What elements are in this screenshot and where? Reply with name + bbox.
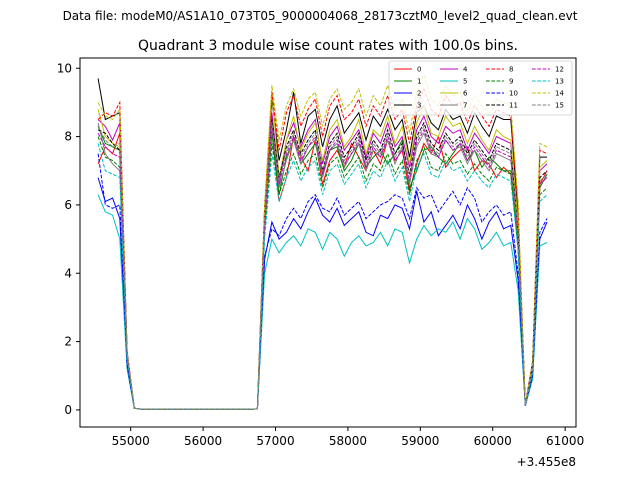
- series-line-15: [97, 122, 548, 410]
- series-layer: [97, 73, 548, 410]
- legend-label-11: 11: [509, 102, 518, 110]
- plot-frame: [79, 57, 577, 428]
- legend-label-12: 12: [555, 66, 564, 74]
- series-line-10: [97, 153, 548, 410]
- y-tick-label: 6: [64, 198, 72, 212]
- y-tick-label: 10: [57, 61, 72, 75]
- legend-label-4: 4: [463, 66, 468, 74]
- axis-layer: 55000 56000 57000 58000 59000 60000 61000 0 2 4 6 8…: [57, 61, 585, 448]
- legend-label-2: 2: [417, 90, 421, 98]
- series-line-7: [97, 122, 548, 410]
- y-tick-label: 2: [64, 335, 72, 349]
- legend-label-10: 10: [509, 90, 518, 98]
- legend-label-7: 7: [463, 102, 467, 110]
- legend-label-15: 15: [555, 102, 564, 110]
- x-tick-label: 60000: [474, 434, 512, 448]
- legend-label-3: 3: [417, 102, 421, 110]
- legend-label-9: 9: [509, 78, 513, 86]
- x-tick-label: 58000: [329, 434, 367, 448]
- x-offset-label: +3.455e8: [517, 455, 576, 469]
- y-tick-label: 0: [64, 403, 72, 417]
- chart-title: Quadrant 3 module wise count rates with …: [138, 38, 518, 54]
- legend-label-0: 0: [417, 66, 421, 74]
- x-tick-label: 61000: [546, 434, 584, 448]
- x-tick-label: 55000: [112, 434, 150, 448]
- figure-suptitle: Data file: modeM0/AS1A10_073T05_90000040…: [63, 9, 578, 23]
- legend-label-1: 1: [417, 78, 421, 86]
- x-tick-label: 59000: [401, 434, 439, 448]
- legend-label-8: 8: [509, 66, 513, 74]
- y-tick-label: 8: [64, 130, 72, 144]
- legend-label-13: 13: [555, 78, 564, 86]
- y-tick-label: 4: [64, 266, 72, 280]
- x-tick-label: 57000: [256, 434, 294, 448]
- legend-label-6: 6: [463, 90, 468, 98]
- series-line-5: [97, 194, 548, 410]
- legend-label-5: 5: [463, 78, 467, 86]
- series-line-2: [97, 177, 548, 410]
- x-tick-label: 56000: [184, 434, 222, 448]
- legend-box: [388, 60, 573, 116]
- legend-label-14: 14: [555, 90, 564, 98]
